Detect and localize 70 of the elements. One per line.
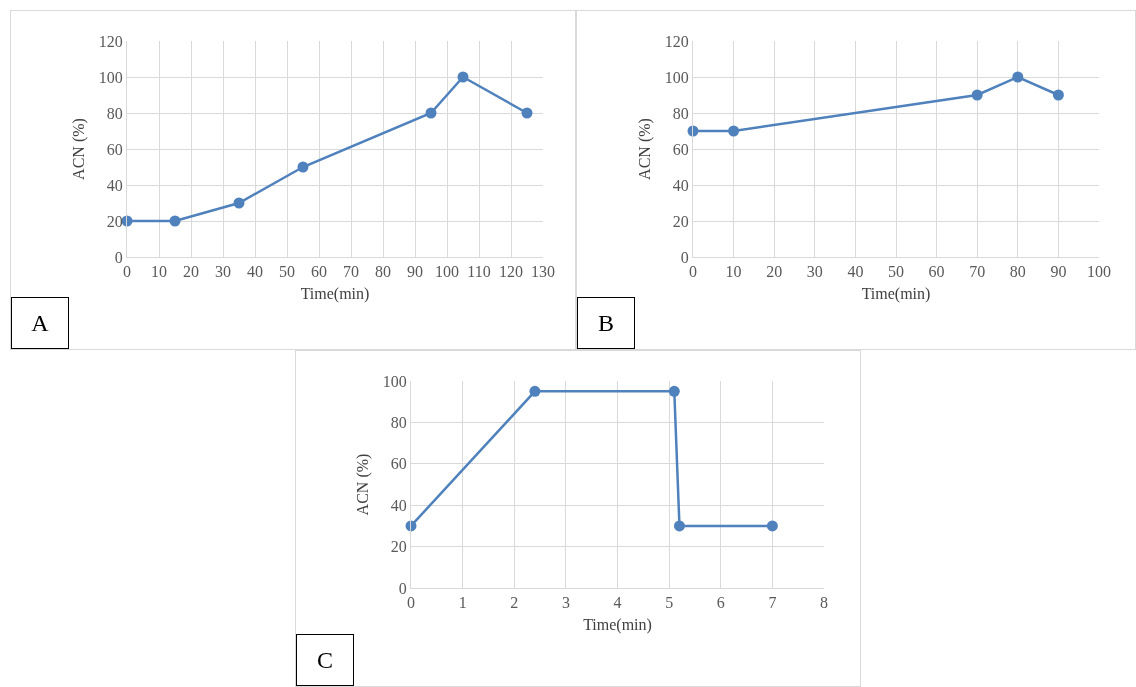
x-tick-label: 90 [1050,263,1067,281]
x-tick-label: 5 [665,594,674,612]
x-tick-label: 80 [375,263,391,281]
x-tick-label: 10 [725,263,742,281]
x-axis-title: Time(min) [583,615,652,634]
y-tick-label: 100 [664,68,689,86]
x-tick-label: 110 [467,263,491,281]
x-tick-label: 70 [969,263,986,281]
point [297,161,309,173]
x-tick-label: 70 [343,263,359,281]
y-tick-label: 0 [680,248,689,266]
x-tick-label: 120 [499,263,523,281]
x-tick-label: 100 [1087,263,1111,281]
x-tick-label: 4 [613,594,622,612]
y-tick-label: 40 [672,176,689,194]
y-tick-label: 60 [672,140,689,158]
y-tick-label: 60 [106,140,123,158]
y-tick-label: 120 [664,32,689,50]
point [1012,71,1024,83]
point [169,215,181,227]
x-tick-label: 20 [766,263,783,281]
y-tick-label: 100 [98,68,123,86]
y-tick-label: 20 [106,212,123,230]
x-tick-label: 40 [247,263,263,281]
y-tick-label: 40 [106,176,123,194]
x-tick-label: 50 [279,263,295,281]
point [457,71,469,83]
x-tick-label: 50 [888,263,904,281]
x-tick-label: 8 [820,594,828,612]
x-tick-label: 90 [407,263,423,281]
x-axis-title: Time(min) [300,284,370,303]
x-tick-label: 10 [151,263,167,281]
point [1052,89,1064,101]
x-tick-label: 7 [768,594,777,612]
y-tick-label: 80 [672,104,689,122]
x-tick-label: 60 [928,263,945,281]
y-axis-title: ACN (%) [635,118,654,180]
x-tick-label: 40 [847,263,864,281]
y-tick-label: 0 [114,248,123,266]
x-axis-title: Time(min) [861,284,931,303]
y-axis-title: ACN (%) [353,453,372,516]
x-tick-label: 80 [1009,263,1026,281]
y-tick-label: 0 [398,579,407,597]
y-tick-label: 40 [390,496,407,514]
x-tick-label: 20 [183,263,199,281]
point [971,89,983,101]
x-tick-label: 130 [531,263,555,281]
y-tick-label: 120 [98,32,123,50]
text: B [577,297,635,349]
x-tick-label: 30 [215,263,231,281]
x-tick-label: 100 [435,263,459,281]
x-tick-label: 1 [458,594,467,612]
text: C [296,634,354,686]
point [728,125,740,137]
y-tick-label: 20 [390,538,407,556]
x-tick-label: 6 [716,594,725,612]
point [233,197,245,209]
y-tick-label: 60 [390,455,407,473]
point [521,107,533,119]
y-tick-label: 80 [390,414,407,431]
y-tick-label: 20 [672,212,689,230]
text: A [11,297,69,349]
x-tick-label: 2 [510,594,519,612]
y-axis-title: ACN (%) [69,118,88,180]
y-tick-label: 80 [106,104,123,122]
x-tick-label: 60 [311,263,327,281]
x-tick-label: 30 [806,263,823,281]
point [425,107,437,119]
x-tick-label: 3 [561,594,570,612]
y-tick-label: 100 [382,372,407,390]
